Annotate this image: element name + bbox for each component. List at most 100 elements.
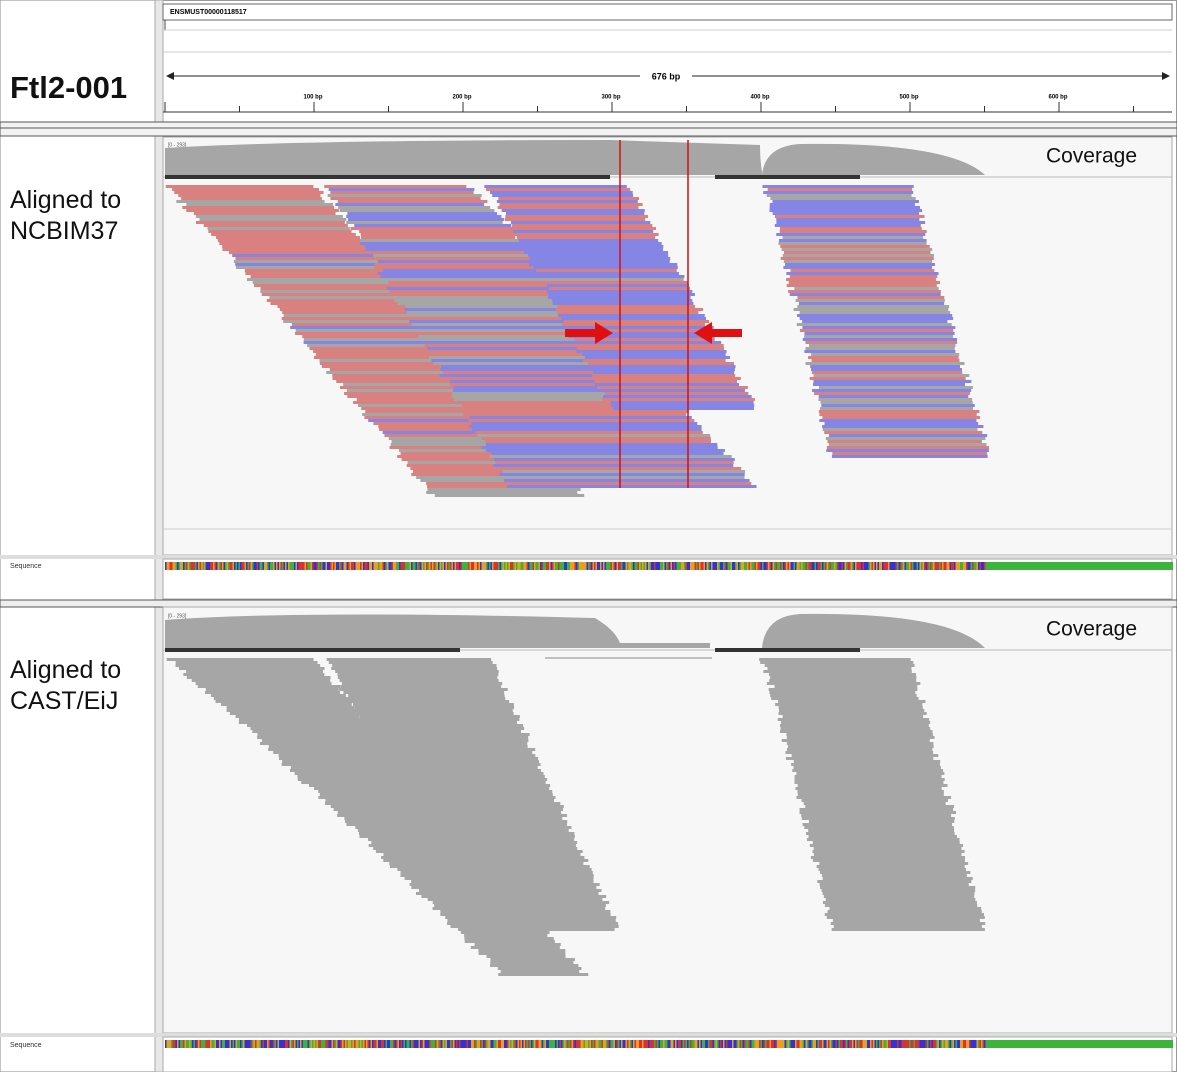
base — [461, 562, 463, 570]
base — [680, 1040, 682, 1048]
base — [1074, 1040, 1076, 1048]
base — [542, 562, 544, 570]
base — [168, 1040, 170, 1048]
base — [767, 562, 769, 570]
base — [710, 1040, 712, 1048]
base — [462, 562, 464, 570]
base — [566, 562, 568, 570]
base — [890, 562, 892, 570]
read — [459, 907, 605, 910]
base — [618, 562, 620, 570]
read — [338, 200, 488, 203]
base — [548, 1040, 550, 1048]
read — [183, 673, 324, 676]
base — [1058, 1040, 1060, 1048]
base — [237, 562, 239, 570]
base — [1086, 562, 1088, 570]
base — [515, 562, 517, 570]
read — [795, 775, 942, 778]
base — [1098, 1040, 1100, 1048]
read — [820, 871, 970, 874]
base — [449, 562, 451, 570]
base — [296, 1040, 298, 1048]
read — [447, 895, 606, 898]
base — [291, 562, 293, 570]
base — [243, 1040, 245, 1048]
read — [524, 251, 668, 254]
base — [405, 1040, 407, 1048]
read — [795, 778, 945, 781]
base — [347, 1040, 349, 1048]
base — [1142, 562, 1144, 570]
base — [320, 562, 322, 570]
base — [473, 1040, 475, 1048]
read — [825, 913, 984, 916]
base — [638, 1040, 640, 1048]
base — [771, 1040, 773, 1048]
read — [338, 206, 490, 209]
read — [206, 688, 339, 691]
read — [826, 898, 976, 901]
base — [320, 1040, 322, 1048]
base — [1097, 562, 1099, 570]
base — [470, 562, 472, 570]
read — [337, 673, 498, 676]
base — [848, 562, 850, 570]
base — [837, 562, 839, 570]
base — [908, 562, 910, 570]
base — [212, 562, 214, 570]
base — [408, 562, 410, 570]
base — [719, 1040, 721, 1048]
base — [329, 562, 331, 570]
base — [371, 562, 373, 570]
base — [765, 562, 767, 570]
read — [540, 281, 688, 284]
base — [648, 562, 650, 570]
read — [536, 269, 677, 272]
read — [784, 260, 932, 263]
read — [493, 464, 733, 467]
read — [800, 311, 951, 314]
read — [387, 287, 564, 290]
base — [471, 562, 473, 570]
base — [299, 562, 301, 570]
read — [805, 362, 964, 365]
base — [897, 1040, 899, 1048]
base — [992, 1040, 994, 1048]
read — [812, 371, 962, 374]
read — [809, 344, 955, 347]
base — [272, 1040, 274, 1048]
read — [823, 877, 973, 880]
base — [930, 562, 932, 570]
read — [214, 697, 348, 700]
base — [378, 1040, 380, 1048]
base — [1061, 1040, 1063, 1048]
base — [1019, 1040, 1021, 1048]
base — [773, 562, 775, 570]
base — [419, 1040, 421, 1048]
read — [455, 910, 610, 913]
read — [811, 368, 962, 371]
base — [971, 1040, 973, 1048]
read — [167, 658, 314, 661]
read — [360, 242, 525, 245]
base — [275, 1040, 277, 1048]
base — [185, 1040, 187, 1048]
base — [1109, 1040, 1111, 1048]
read — [812, 850, 964, 853]
read — [356, 712, 513, 715]
read — [611, 401, 754, 404]
base — [657, 562, 659, 570]
base — [603, 562, 605, 570]
base — [932, 1040, 934, 1048]
base — [752, 562, 754, 570]
base — [569, 1040, 571, 1048]
read — [769, 688, 918, 691]
base — [269, 1040, 271, 1048]
base — [192, 1040, 194, 1048]
read — [556, 308, 703, 311]
read — [385, 769, 541, 772]
base — [545, 1040, 547, 1048]
base — [561, 562, 563, 570]
base — [738, 562, 740, 570]
